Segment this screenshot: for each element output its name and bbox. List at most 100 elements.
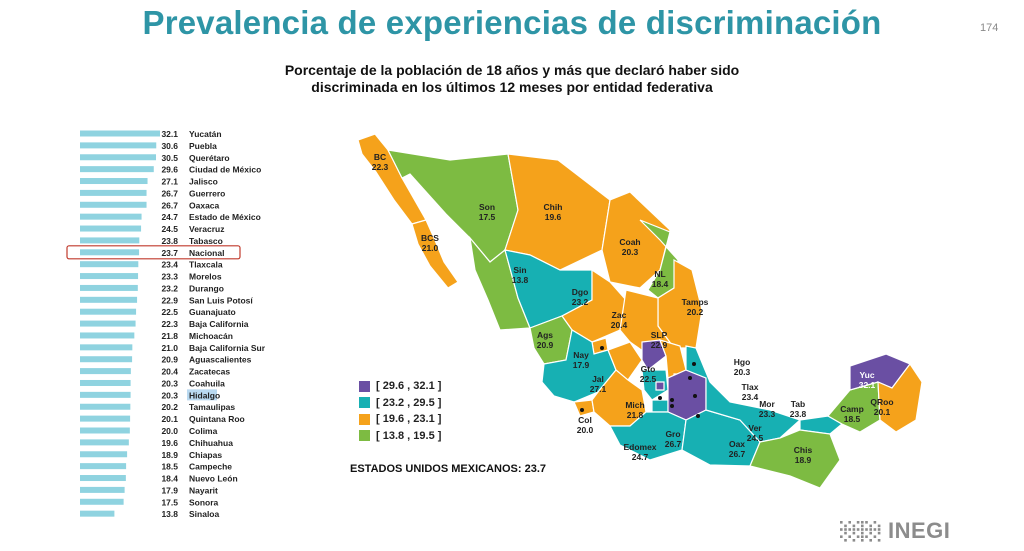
state-abbr-label: Col xyxy=(578,415,592,425)
state-value-label: 18.9 xyxy=(795,455,812,465)
logo-dot xyxy=(844,524,847,528)
state-region xyxy=(877,362,923,433)
state-value-label: 29.6 xyxy=(677,475,694,485)
state-abbr-label: Nay xyxy=(573,350,589,360)
legend-label: [ 19.6 , 23.1 ] xyxy=(376,413,442,426)
bar xyxy=(80,249,140,256)
bar-category-label: Sonora xyxy=(189,497,219,507)
bar-value-label: 23.8 xyxy=(161,236,178,246)
subtitle-line-1: Porcentaje de la población de 18 años y … xyxy=(284,62,740,78)
bar-category-label: Campeche xyxy=(189,462,232,472)
state-region xyxy=(749,429,841,489)
bar-category-label: Coahuila xyxy=(189,378,225,388)
state-region xyxy=(655,381,665,391)
legend-swatch xyxy=(359,430,370,442)
state-value-label: 19.6 xyxy=(545,212,562,222)
state-abbr-label: BC xyxy=(374,152,386,162)
state-value-label: 24.5 xyxy=(747,433,764,443)
bar-category-label: Guerrero xyxy=(189,188,225,198)
state-abbr-label: Sin xyxy=(513,265,526,275)
state-abbr-label: Gto xyxy=(641,364,656,374)
bar xyxy=(80,344,133,351)
bar-value-label: 30.6 xyxy=(161,141,178,151)
state-region xyxy=(573,399,595,417)
state-marker-dot xyxy=(580,408,584,412)
bar-category-label: Nacional xyxy=(189,248,224,258)
state-abbr-label: Tamps xyxy=(682,297,709,307)
logo-dot xyxy=(856,528,860,531)
bar xyxy=(80,415,131,422)
legend-label: [ 29.6 , 32.1 ] xyxy=(376,380,442,393)
bar-value-label: 20.4 xyxy=(161,367,178,377)
state-marker-dot xyxy=(693,394,697,398)
bar-value-label: 26.7 xyxy=(161,200,178,210)
bar-value-label: 21.0 xyxy=(161,343,178,353)
page-number: 174 xyxy=(980,22,999,34)
bar xyxy=(80,368,131,375)
state-value-label: 22.9 xyxy=(651,340,668,350)
bar-value-label: 23.2 xyxy=(161,283,178,293)
state-value-label: 20.1 xyxy=(874,407,891,417)
bar xyxy=(80,130,160,137)
bar xyxy=(80,475,126,482)
legend-label: [ 23.2 , 29.5 ] xyxy=(376,396,442,409)
subtitle-line-2: discriminada en los últimos 12 meses por… xyxy=(311,79,713,95)
logo-dot xyxy=(856,535,860,538)
logo-dot xyxy=(861,539,864,542)
state-value-label: 20.0 xyxy=(577,425,594,435)
national-highlight-box xyxy=(66,245,241,260)
logo-dot xyxy=(848,521,851,524)
bar-category-label: Veracruz xyxy=(189,224,224,234)
logo-dot xyxy=(861,528,864,531)
bar xyxy=(80,237,140,244)
bar xyxy=(80,439,129,446)
logo-dot xyxy=(869,528,872,531)
bar-chart: 32.1 Yucatán 30.6 Puebla 30.5 Querétaro 29.6 Ci… xyxy=(66,129,266,519)
state-abbr-label: Mor xyxy=(759,399,775,409)
bar xyxy=(80,356,133,363)
state-region xyxy=(641,339,667,371)
state-value-label: 20.2 xyxy=(687,307,704,317)
bar-value-label: 20.0 xyxy=(161,426,178,436)
bar-value-label: 19.6 xyxy=(161,438,178,448)
state-abbr-label: Coah xyxy=(619,237,640,247)
state-value-label: 22.5 xyxy=(640,374,657,384)
selected-label-highlight xyxy=(187,389,217,401)
state-value-label: 26.7 xyxy=(729,449,746,459)
state-value-label: 20.3 xyxy=(622,247,639,257)
state-abbr-label: Chih xyxy=(544,202,563,212)
logo-dot xyxy=(848,528,851,531)
logo-dot xyxy=(865,528,868,531)
logo-dot xyxy=(840,535,843,538)
state-abbr-label: Dgo xyxy=(572,287,589,297)
bar-category-label: Yucatán xyxy=(189,129,222,139)
legend-swatch xyxy=(359,380,370,392)
bar-category-label: Colima xyxy=(189,426,218,436)
inegi-logo: INEGI xyxy=(838,518,950,544)
state-value-label: 32.1 xyxy=(859,380,876,390)
logo-dot xyxy=(869,531,872,535)
state-value-label: 30.6 xyxy=(701,490,718,500)
bar xyxy=(80,463,127,470)
logo-dot xyxy=(873,528,877,531)
legend-item: [ 29.6 , 32.1 ] xyxy=(359,378,441,395)
state-abbr-label: Gro xyxy=(665,429,680,439)
bar-category-label: Nuevo León xyxy=(189,474,238,484)
map-legend: [ 29.6 , 32.1 ] [ 23.2 , 29.5 ] [ 19.6 ,… xyxy=(359,378,441,444)
state-value-label: 20.3 xyxy=(734,367,751,377)
state-marker-dot xyxy=(600,346,604,350)
bar xyxy=(80,189,147,196)
bar-category-label: Tlaxcala xyxy=(189,260,223,270)
state-abbr-label: Camp xyxy=(840,404,864,414)
national-total-label: ESTADOS UNIDOS MEXICANOS: 23.7 xyxy=(350,463,546,475)
bar-value-label: 18.4 xyxy=(161,474,178,484)
state-abbr-label: Ver xyxy=(748,423,762,433)
bar-value-label: 29.6 xyxy=(161,165,178,175)
bar xyxy=(80,427,130,434)
logo-dot xyxy=(852,531,856,535)
state-value-label: 23.3 xyxy=(759,409,776,419)
bar-category-label: Morelos xyxy=(189,272,222,282)
bar-value-label: 24.5 xyxy=(161,224,178,234)
logo-dot xyxy=(852,539,856,542)
bar-category-label: Jalisco xyxy=(189,177,218,187)
